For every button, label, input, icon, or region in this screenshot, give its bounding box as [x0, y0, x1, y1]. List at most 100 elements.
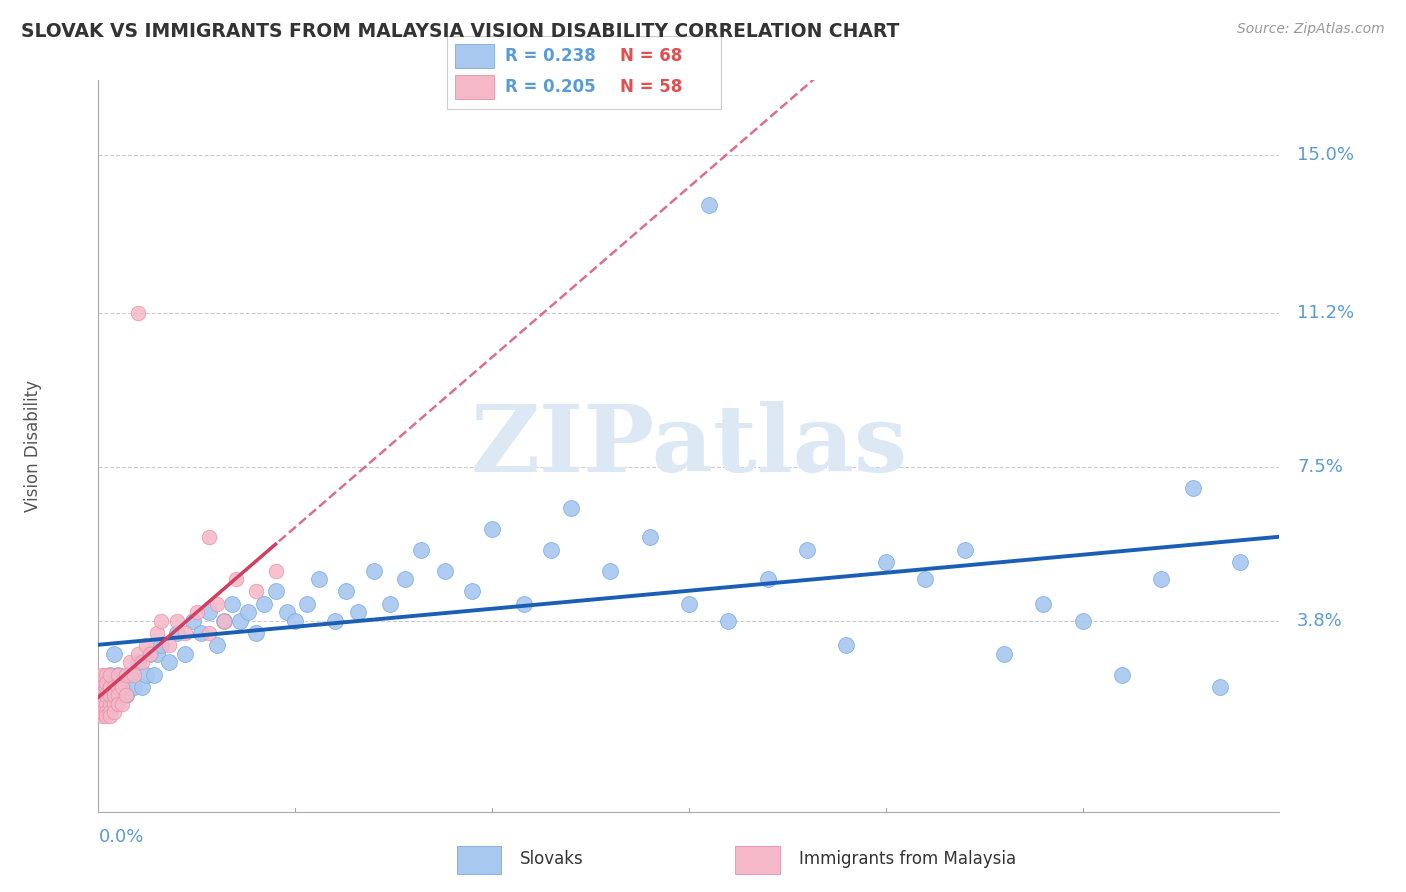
Point	[678, 597, 700, 611]
Point	[96, 689, 118, 703]
Point	[135, 667, 157, 681]
Point	[796, 542, 818, 557]
Point	[914, 572, 936, 586]
Point	[138, 647, 160, 661]
Point	[96, 689, 118, 703]
Point	[103, 689, 125, 703]
Point	[1209, 680, 1232, 694]
Point	[127, 306, 149, 320]
Text: 11.2%: 11.2%	[1298, 304, 1354, 322]
Point	[245, 626, 267, 640]
Point	[107, 667, 129, 681]
Point	[111, 680, 134, 694]
Point	[98, 667, 121, 681]
Point	[150, 639, 173, 653]
Point	[122, 667, 145, 681]
Point	[107, 689, 129, 703]
Point	[107, 680, 129, 694]
Point	[205, 597, 228, 611]
Point	[335, 584, 357, 599]
Point	[225, 572, 247, 586]
Point	[638, 530, 661, 544]
Point	[96, 676, 118, 690]
Point	[96, 667, 118, 681]
Point	[91, 667, 114, 681]
Point	[245, 584, 267, 599]
Point	[481, 522, 503, 536]
Point	[174, 647, 197, 661]
Point	[190, 626, 212, 640]
Point	[91, 689, 114, 703]
Text: N = 58: N = 58	[620, 78, 682, 96]
Point	[197, 605, 219, 619]
Point	[308, 572, 330, 586]
FancyBboxPatch shape	[735, 846, 779, 874]
Point	[91, 709, 114, 723]
Point	[1229, 555, 1251, 569]
Point	[91, 692, 114, 706]
Text: 0.0%: 0.0%	[98, 828, 143, 846]
Point	[993, 647, 1015, 661]
Point	[229, 614, 252, 628]
Point	[146, 626, 169, 640]
Point	[295, 597, 318, 611]
Point	[347, 605, 370, 619]
Point	[96, 697, 118, 711]
Point	[363, 564, 385, 578]
Point	[96, 680, 118, 694]
Point	[756, 572, 779, 586]
Point	[115, 689, 138, 703]
Point	[91, 680, 114, 694]
Point	[411, 542, 433, 557]
Point	[717, 614, 740, 628]
Point	[111, 697, 134, 711]
Point	[186, 605, 208, 619]
Point	[118, 667, 141, 681]
Point	[157, 639, 180, 653]
Point	[378, 597, 401, 611]
Point	[96, 689, 118, 703]
Point	[131, 655, 153, 669]
Point	[122, 680, 145, 694]
Point	[197, 530, 219, 544]
Point	[1111, 667, 1133, 681]
Point	[96, 705, 118, 719]
Text: Slovaks: Slovaks	[520, 849, 583, 868]
Point	[107, 689, 129, 703]
Point	[98, 689, 121, 703]
Text: Vision Disability: Vision Disability	[24, 380, 42, 512]
Point	[138, 647, 160, 661]
Text: ZIPatlas: ZIPatlas	[471, 401, 907, 491]
Point	[115, 689, 138, 703]
Point	[253, 597, 276, 611]
Point	[433, 564, 456, 578]
Point	[214, 614, 236, 628]
Point	[560, 501, 582, 516]
Point	[103, 697, 125, 711]
Point	[103, 647, 125, 661]
Point	[284, 614, 307, 628]
Text: Source: ZipAtlas.com: Source: ZipAtlas.com	[1237, 22, 1385, 37]
Point	[181, 614, 204, 628]
FancyBboxPatch shape	[457, 846, 502, 874]
Point	[835, 639, 858, 653]
Point	[394, 572, 416, 586]
FancyBboxPatch shape	[456, 44, 494, 68]
Text: Immigrants from Malaysia: Immigrants from Malaysia	[799, 849, 1015, 868]
Point	[214, 614, 236, 628]
Point	[150, 614, 173, 628]
Point	[98, 709, 121, 723]
Point	[98, 680, 121, 694]
Point	[107, 667, 129, 681]
Point	[197, 626, 219, 640]
Point	[91, 689, 114, 703]
Point	[1181, 481, 1204, 495]
Point	[1032, 597, 1054, 611]
Point	[103, 680, 125, 694]
Point	[875, 555, 897, 569]
Text: SLOVAK VS IMMIGRANTS FROM MALAYSIA VISION DISABILITY CORRELATION CHART: SLOVAK VS IMMIGRANTS FROM MALAYSIA VISIO…	[21, 22, 900, 41]
Text: 15.0%: 15.0%	[1298, 146, 1354, 164]
Point	[512, 597, 534, 611]
Point	[127, 655, 149, 669]
Point	[323, 614, 346, 628]
